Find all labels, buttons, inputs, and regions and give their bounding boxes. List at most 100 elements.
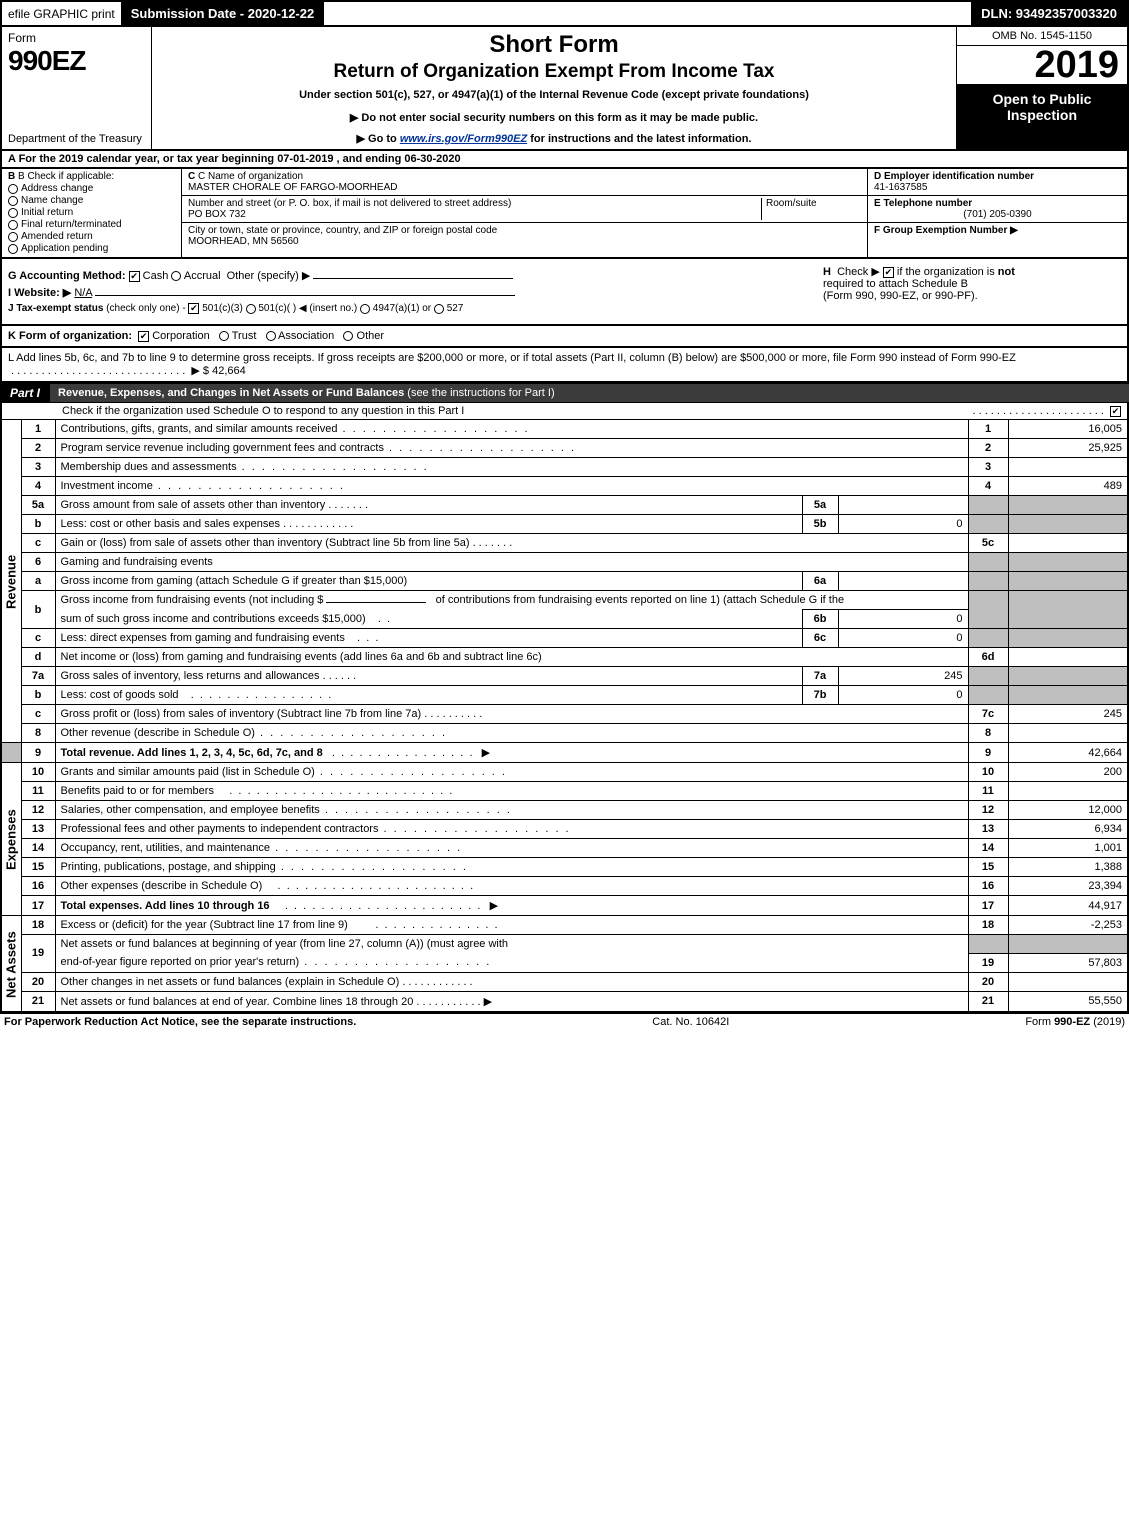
row-1: Revenue 1 Contributions, gifts, grants, … [1,420,1128,439]
k-corp-check[interactable] [138,331,149,342]
expenses-sidebar: Expenses [1,763,21,916]
h-text3: required to attach Schedule B [823,278,968,290]
row-6a: a Gross income from gaming (attach Sched… [1,572,1128,591]
room-suite: Room/suite [761,198,861,220]
h-text4: (Form 990, 990-EZ, or 990-PF). [823,290,978,302]
row-8: 8 Other revenue (describe in Schedule O)… [1,724,1128,743]
j-527-check[interactable] [434,304,444,314]
row-5c: c Gain or (loss) from sale of assets oth… [1,534,1128,553]
row-17: 17 Total expenses. Add lines 10 through … [1,896,1128,916]
val-19: 57,803 [1008,953,1128,972]
chk-amended-return[interactable]: Amended return [8,231,175,242]
k-corp: Corporation [152,330,209,342]
row-6b-2: sum of such gross income and contributio… [1,610,1128,629]
row-6b: b Gross income from fundraising events (… [1,591,1128,610]
j-4947-check[interactable] [360,304,370,314]
val-1: 16,005 [1008,420,1128,439]
j-501c3-check[interactable] [188,303,199,314]
org-name: MASTER CHORALE OF FARGO-MOORHEAD [188,182,861,193]
j-501c: 501(c)( ) ◀ (insert no.) [258,303,357,314]
row-4: 4 Investment income 4 489 [1,477,1128,496]
val-4: 489 [1008,477,1128,496]
row-18: Net Assets 18 Excess or (deficit) for th… [1,916,1128,935]
header-left: Form 990EZ Department of the Treasury [2,27,152,149]
under-section: Under section 501(c), 527, or 4947(a)(1)… [158,89,950,101]
chk-initial-return[interactable]: Initial return [8,207,175,218]
footer-center: Cat. No. 10642I [652,1016,729,1028]
val-15: 1,388 [1008,858,1128,877]
efile-print-label: efile GRAPHIC print [8,7,115,21]
goto-link[interactable]: www.irs.gov/Form990EZ [400,133,527,145]
row-15: 15 Printing, publications, postage, and … [1,858,1128,877]
val-5c [1008,534,1128,553]
part1-label: Part I [0,383,50,403]
header-right: OMB No. 1545-1150 2019 Open to Public In… [957,27,1127,149]
chk-name-change[interactable]: Name change [8,195,175,206]
goto-pre: ▶ Go to [357,133,400,145]
g-cash-check[interactable] [129,271,140,282]
l-text: L Add lines 5b, 6c, and 7b to line 9 to … [8,352,1016,364]
return-title: Return of Organization Exempt From Incom… [158,61,950,83]
c-name-row: C C Name of organization MASTER CHORALE … [182,169,867,196]
val-8 [1008,724,1128,743]
e-phone: E Telephone number (701) 205-0390 [868,196,1127,223]
i-field [95,295,515,296]
footer-left: For Paperwork Reduction Act Notice, see … [4,1016,356,1028]
row-7c: c Gross profit or (loss) from sales of i… [1,705,1128,724]
val-11 [1008,782,1128,801]
g-accrual-check[interactable] [171,271,181,281]
chk-final-return[interactable]: Final return/terminated [8,219,175,230]
j-4947: 4947(a)(1) or [373,303,431,314]
k-other-check[interactable] [343,331,353,341]
val-3 [1008,458,1128,477]
row-12: 12 Salaries, other compensation, and emp… [1,801,1128,820]
row-7a: 7a Gross sales of inventory, less return… [1,667,1128,686]
val-2: 25,925 [1008,439,1128,458]
b-header: B B Check if applicable: [8,171,175,182]
check-o-box[interactable] [1110,406,1121,417]
footer: For Paperwork Reduction Act Notice, see … [0,1013,1129,1030]
row-6d: d Net income or (loss) from gaming and f… [1,648,1128,667]
h-check[interactable] [883,267,894,278]
submission-date: Submission Date - 2020-12-22 [121,2,325,25]
k-trust-check[interactable] [219,331,229,341]
row-11: 11 Benefits paid to or for members . . .… [1,782,1128,801]
g-other-field[interactable] [313,278,513,279]
gh-left: G Accounting Method: Cash Accrual Other … [2,259,817,324]
city-row: City or town, state or province, country… [182,223,867,249]
row-6c: c Less: direct expenses from gaming and … [1,629,1128,648]
k-label: K Form of organization: [8,330,132,342]
row-14: 14 Occupancy, rent, utilities, and maint… [1,839,1128,858]
d-label: D Employer identification number [874,171,1034,182]
street-row: Number and street (or P. O. box, if mail… [182,196,867,223]
goto-post: for instructions and the latest informat… [530,133,751,145]
row-9: 9 Total revenue. Add lines 1, 2, 3, 4, 5… [1,743,1128,763]
efile-print-button[interactable]: efile GRAPHIC print [2,5,121,23]
k-assoc: Association [278,330,334,342]
open-to-public: Open to Public Inspection [957,85,1127,149]
val-6d [1008,648,1128,667]
val-17: 44,917 [1008,896,1128,916]
part1-table: Revenue 1 Contributions, gifts, grants, … [0,419,1129,1013]
row-21: 21 Net assets or fund balances at end of… [1,991,1128,1012]
revenue-sidebar: Revenue [1,420,21,743]
d-value: 41-1637585 [874,182,927,193]
g-other: Other (specify) ▶ [227,270,311,282]
g-label: G Accounting Method: [8,270,126,282]
header-center: Short Form Return of Organization Exempt… [152,27,957,149]
topbar-left: efile GRAPHIC print Submission Date - 20… [2,2,324,25]
part1-header: Part I Revenue, Expenses, and Changes in… [0,383,1129,403]
chk-address-change[interactable]: Address change [8,183,175,194]
section-gh: G Accounting Method: Cash Accrual Other … [0,259,1129,326]
g-line: G Accounting Method: Cash Accrual Other … [8,269,811,282]
part1-title-text: Revenue, Expenses, and Changes in Net As… [58,387,404,399]
part1-subtitle: (see the instructions for Part I) [407,387,554,399]
k-assoc-check[interactable] [266,331,276,341]
j-501c-check[interactable] [246,304,256,314]
row-3: 3 Membership dues and assessments 3 [1,458,1128,477]
b-header-text: B Check if applicable: [18,171,114,182]
chk-application-pending[interactable]: Application pending [8,243,175,254]
i-value: N/A [74,287,92,299]
row-19b: end-of-year figure reported on prior yea… [1,953,1128,972]
row-5a: 5a Gross amount from sale of assets othe… [1,496,1128,515]
